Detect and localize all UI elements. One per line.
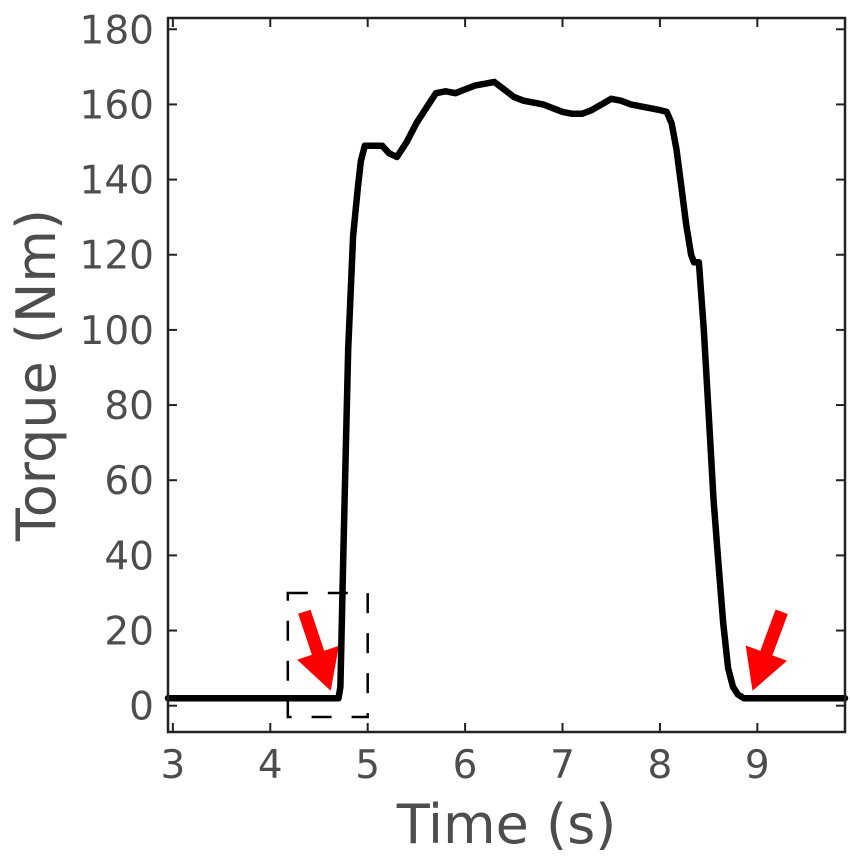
dashed-highlight-box — [286, 591, 369, 719]
y-tick-label: 140 — [80, 159, 154, 204]
x-tick-label: 8 — [648, 743, 673, 788]
x-tick-label: 9 — [745, 743, 770, 788]
x-axis-label: Time (s) — [396, 793, 617, 856]
annotation-dashed-box — [286, 591, 369, 719]
y-tick-label: 60 — [104, 459, 154, 504]
y-tick-label: 80 — [104, 384, 154, 429]
x-tick-label: 3 — [160, 743, 185, 788]
y-tick-label: 20 — [104, 610, 154, 655]
y-axis-label: Torque (Nm) — [5, 209, 68, 542]
series-group — [164, 78, 849, 702]
y-tick-label: 0 — [129, 685, 154, 730]
y-tick-label: 160 — [80, 83, 154, 128]
x-axis-ticks: 3 4 5 6 7 8 9 — [160, 18, 770, 788]
y-tick-label: 180 — [80, 8, 154, 53]
y-axis-ticks: 0 20 40 60 80 100 120 140 160 180 — [80, 8, 845, 730]
x-tick-label: 4 — [258, 743, 283, 788]
x-tick-label: 6 — [453, 743, 478, 788]
y-tick-label: 120 — [80, 234, 154, 279]
x-tick-label: 7 — [550, 743, 575, 788]
red-arrow-marker — [297, 609, 339, 691]
annotation-arrows — [297, 609, 788, 691]
y-tick-label: 100 — [80, 309, 154, 354]
torque-series-line — [164, 78, 849, 702]
red-arrow-marker — [745, 609, 788, 691]
y-tick-label: 40 — [104, 534, 154, 579]
x-tick-label: 5 — [355, 743, 380, 788]
plot-area-frame — [166, 16, 847, 734]
